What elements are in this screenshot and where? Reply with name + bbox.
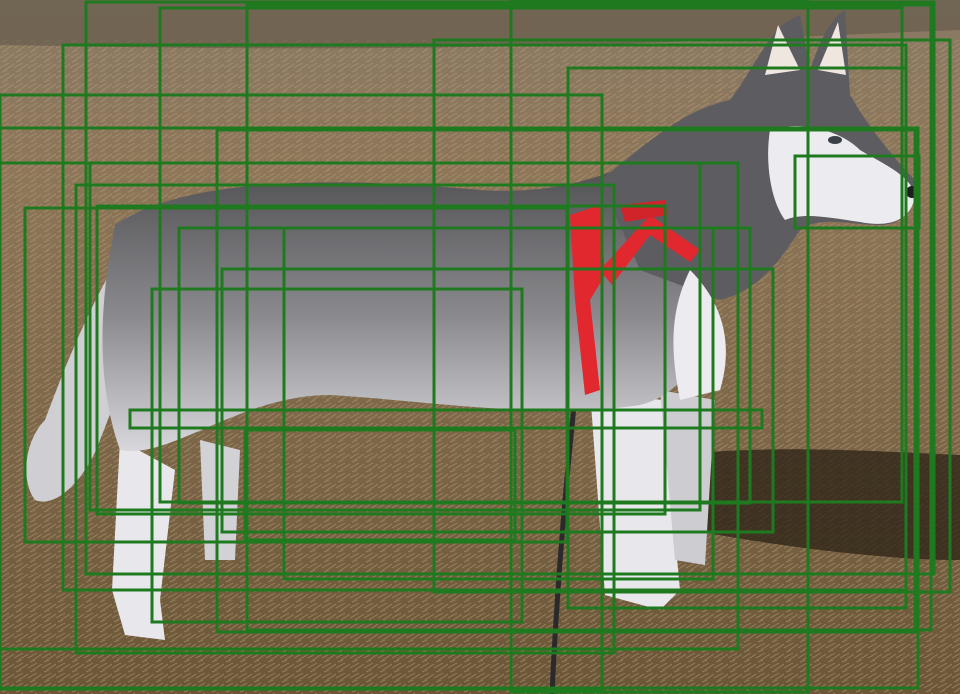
- bounding-box: [0, 126, 920, 690]
- bounding-box: [128, 408, 764, 430]
- bounding-box: [793, 154, 921, 230]
- dog-ear: [765, 25, 800, 75]
- dog-leg: [200, 440, 240, 560]
- dog-face: [768, 126, 915, 224]
- bounding-box: [432, 38, 952, 594]
- bounding-box: [74, 183, 616, 655]
- bounding-box: [0, 161, 740, 651]
- bounding-box: [88, 161, 702, 512]
- bounding-box: [150, 287, 524, 624]
- dog-eye: [828, 136, 842, 144]
- bounding-box: [509, 0, 810, 694]
- bounding-box: [95, 204, 667, 516]
- bounding-box: [23, 206, 569, 544]
- bounding-box: [243, 428, 517, 542]
- dog-harness: [570, 205, 605, 395]
- dog-ear: [818, 22, 846, 75]
- bounding-box: [245, 3, 933, 632]
- dog-body: [102, 150, 708, 452]
- bounding-box: [282, 226, 715, 581]
- bounding-box: [220, 267, 775, 534]
- bounding-box: [215, 128, 917, 634]
- shadow: [0, 0, 960, 49]
